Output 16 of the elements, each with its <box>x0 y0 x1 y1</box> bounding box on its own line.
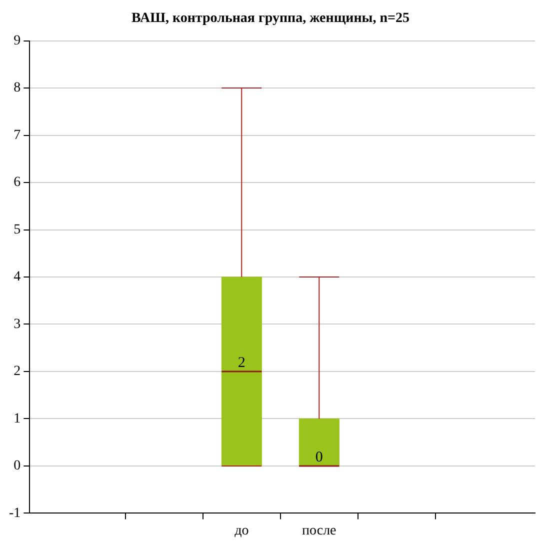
x-tick-label: до <box>234 523 249 538</box>
y-tick-label: 7 <box>14 128 21 143</box>
y-tick-label: 4 <box>14 270 21 285</box>
y-tick-label: 0 <box>14 458 21 474</box>
y-tick-label: 2 <box>14 364 21 380</box>
y-tick-label: -1 <box>8 506 21 521</box>
y-tick-label: 5 <box>14 222 21 238</box>
chart-title: ВАШ, контрольная группа, женщины, n=25 <box>132 11 410 26</box>
text: 0 <box>315 449 323 466</box>
y-tick-label: 8 <box>14 80 21 96</box>
y-tick-label: 1 <box>14 411 21 426</box>
y-tick-label: 6 <box>14 175 21 190</box>
y-tick-label: 3 <box>14 316 21 332</box>
text: 2 <box>238 354 246 371</box>
y-tick-label: 9 <box>14 33 21 48</box>
x-tick-label: после <box>302 523 336 538</box>
